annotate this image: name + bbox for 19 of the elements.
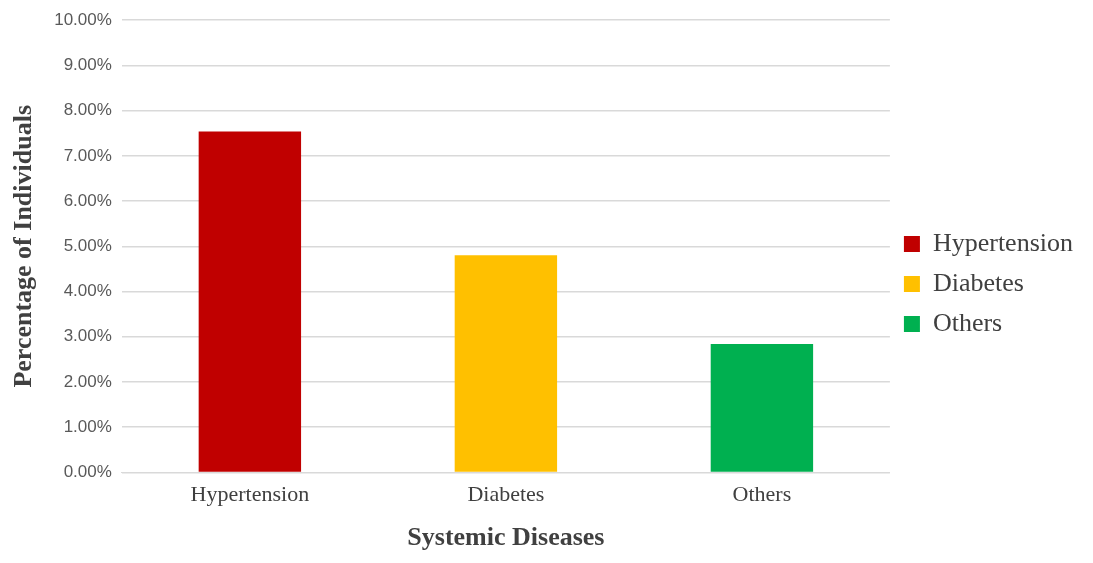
legend-label: Others — [932, 307, 1003, 337]
y-tick-label: 0.00% — [63, 462, 112, 482]
x-tick-label: Others — [732, 481, 792, 507]
legend-label: Diabetes — [932, 267, 1024, 297]
y-tick-label: 1.00% — [63, 416, 112, 436]
y-tick-label: 7.00% — [63, 145, 112, 165]
y-tick-label: 8.00% — [63, 100, 112, 120]
y-tick-label: 2.00% — [63, 371, 112, 391]
y-tick-label: 6.00% — [63, 190, 112, 210]
y-tick-label: 9.00% — [63, 55, 112, 75]
y-tick-label: 3.00% — [63, 326, 112, 346]
y-tick-label: 4.00% — [63, 281, 112, 301]
x-axis-title: Systemic Diseases — [407, 522, 605, 552]
x-tick-label: Hypertension — [190, 481, 310, 507]
legend-label: Hypertension — [932, 227, 1074, 257]
x-tick-label: Diabetes — [467, 481, 545, 507]
y-tick-label: 10.00% — [54, 9, 112, 29]
y-tick-label: 5.00% — [63, 235, 112, 255]
y-axis-title: Percentage of Individuals — [8, 104, 38, 388]
